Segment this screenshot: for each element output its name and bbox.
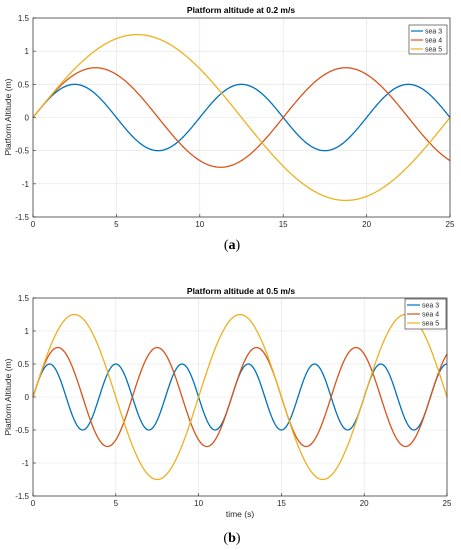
chart-b-series-sea-4 xyxy=(32,346,448,448)
chart-b-xlabel: time (s) xyxy=(226,509,255,519)
chart-a-ytick-label: 0 xyxy=(25,114,30,123)
chart-b-xtick-label: 5 xyxy=(114,499,119,508)
chart-b-caption: (b) xyxy=(223,531,240,546)
chart-a-legend-label-sea-4: sea 4 xyxy=(425,38,442,45)
chart-b-ytick-label: 1.5 xyxy=(18,294,30,303)
chart-b-legend-label-sea-5: sea 5 xyxy=(422,321,439,328)
chart-a-ytick-label: -1.5 xyxy=(15,213,29,222)
chart-a-ytick-label: 0.5 xyxy=(18,80,30,89)
chart-b-legend-label-sea-4: sea 4 xyxy=(422,312,439,319)
chart-b-tick-labels: 0 5 10 15 20 25 -1.5 -1 -0.5 0 0.5 1 1.5 xyxy=(15,294,452,508)
chart-b-ytick-label: 0 xyxy=(25,393,30,402)
chart-b-xtick-label: 15 xyxy=(277,499,286,508)
chart-a-xtick-label: 5 xyxy=(114,220,119,229)
chart-a-legend: sea 3 sea 4 sea 5 xyxy=(408,24,448,55)
chart-a-xtick-label: 0 xyxy=(31,220,36,229)
chart-a-ylabel: Platform Altitude (m) xyxy=(3,78,13,155)
chart-a-tick-labels: 0 5 10 15 20 25 -1.5 -1 -0.5 0 0.5 1 1.5 xyxy=(15,14,455,229)
chart-b-lines xyxy=(32,313,448,481)
chart-a-legend-label-sea-3: sea 3 xyxy=(425,29,442,36)
chart-b-ytick-label: 1 xyxy=(25,327,30,336)
chart-b-ytick-label: -0.5 xyxy=(15,426,29,435)
chart-b-xtick-label: 0 xyxy=(31,499,36,508)
chart-a-legend-label-sea-5: sea 5 xyxy=(425,47,442,54)
chart-a-xtick-label: 10 xyxy=(195,220,204,229)
chart-b-ytick-label: -1.5 xyxy=(15,492,29,501)
chart-a-xtick-label: 25 xyxy=(446,220,455,229)
chart-a-ytick-label: -0.5 xyxy=(15,147,29,156)
chart-a-series-sea-4 xyxy=(32,67,451,168)
chart-a-series-sea-5 xyxy=(32,33,451,202)
chart-b-xtick-label: 10 xyxy=(194,499,203,508)
chart-a-lines xyxy=(32,33,451,202)
chart-b-ytick-label: -1 xyxy=(22,459,30,468)
chart-b-title: Platform altitude at 0.5 m/s xyxy=(187,286,295,296)
chart-a-caption: (a) xyxy=(224,238,241,253)
chart-a: 0 5 10 15 20 25 -1.5 -1 -0.5 0 0.5 1 1.5 Platform al… xyxy=(3,5,455,253)
chart-b-legend: sea 3 sea 4 sea 5 xyxy=(404,298,447,330)
chart-a-ytick-label: 1 xyxy=(25,47,30,56)
chart-b-xtick-label: 20 xyxy=(360,499,369,508)
chart-a-title: Platform altitude at 0.2 m/s xyxy=(187,5,295,15)
chart-b-ytick-label: 0.5 xyxy=(18,360,30,369)
chart-a-series-sea-3 xyxy=(32,83,451,152)
chart-b-legend-label-sea-3: sea 3 xyxy=(422,303,439,310)
chart-b: 0 5 10 15 20 25 -1.5 -1 -0.5 0 0.5 1 1.5 Platform al… xyxy=(3,286,452,546)
chart-b-xtick-label: 25 xyxy=(443,499,452,508)
chart-a-xtick-label: 15 xyxy=(279,220,288,229)
chart-a-ytick-label: -1 xyxy=(22,180,30,189)
chart-a-xtick-label: 20 xyxy=(362,220,371,229)
chart-b-ylabel: Platform Altitude (m) xyxy=(3,358,13,435)
chart-a-ytick-label: 1.5 xyxy=(18,14,30,23)
chart-b-series-sea-5 xyxy=(32,313,448,481)
